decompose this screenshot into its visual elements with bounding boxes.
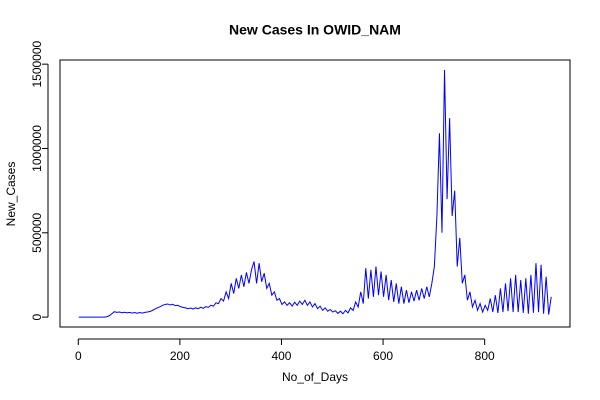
x-tick-label: 800 [475,349,495,363]
y-tick-label: 0 [30,313,44,320]
x-tick-label: 400 [271,349,291,363]
data-line [78,69,552,318]
x-axis-label: No_of_Days [282,370,348,384]
y-tick-label: 1500000 [30,40,44,87]
y-tick-label: 1000000 [30,125,44,172]
chart-title: New Cases In OWID_NAM [229,22,401,38]
x-tick-label: 0 [75,349,82,363]
y-tick-label: 500000 [30,212,44,252]
y-axis-label: New_Cases [4,162,18,227]
plot-box [59,59,571,328]
x-tick-label: 200 [170,349,190,363]
x-tick-label: 600 [373,349,393,363]
